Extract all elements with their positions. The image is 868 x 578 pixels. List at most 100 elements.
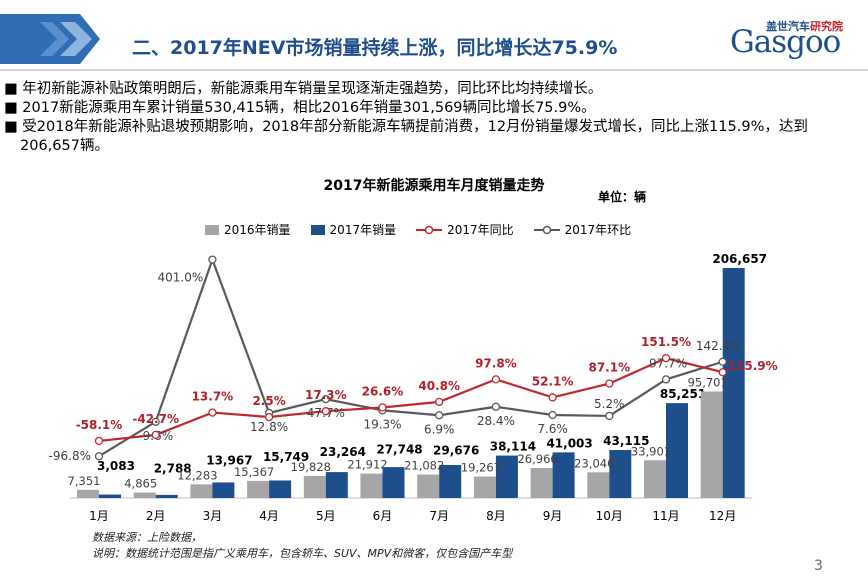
x-tick-label: 9月 <box>543 509 563 523</box>
bar-label-2017: 38,114 <box>490 440 536 454</box>
bar-2016 <box>587 472 610 498</box>
line-label-mom: 7.6% <box>537 422 568 436</box>
line-label-yoy: 87.1% <box>588 361 630 375</box>
point-mom <box>548 410 557 420</box>
point-mom <box>491 402 501 411</box>
point-mom <box>718 357 727 366</box>
x-tick-label: 8月 <box>486 509 506 523</box>
point-yoy <box>94 436 104 446</box>
point-mom <box>151 417 160 426</box>
point-mom <box>208 255 217 264</box>
line-label-mom: 142.4% <box>696 339 742 353</box>
legend-yoy: 2017年同比 <box>416 221 514 238</box>
bar-label-2017: 29,676 <box>433 444 479 458</box>
bar-2016 <box>360 473 383 498</box>
legend-label: 2017年环比 <box>564 223 632 237</box>
line-label-mom: 97.7% <box>649 356 687 370</box>
legend: 2016年销量 2017年销量 2017年同比 2017年环比 <box>205 221 631 238</box>
chevron-icon <box>0 14 100 64</box>
bar-2017 <box>212 482 235 498</box>
bar-label-2017: 85,251 <box>660 387 706 401</box>
line-label-yoy: 151.5% <box>641 335 691 349</box>
x-tick-label: 3月 <box>203 509 223 523</box>
footnote: 数据来源：上险数据， 说明：数据统计范围是指广义乘用车，包含轿车、SUV、MPV… <box>92 530 512 562</box>
bar-2017 <box>325 472 348 498</box>
bar-2016 <box>303 475 326 498</box>
bar-2016 <box>644 460 666 498</box>
bar-2017 <box>495 455 518 498</box>
bar-label-2016: 19,828 <box>291 460 331 474</box>
point-mom <box>605 411 614 421</box>
gasgoo-logo: 盖世汽车研究院 Gasgoo <box>722 18 862 62</box>
point-yoy <box>321 407 330 416</box>
bar-2017 <box>666 403 688 498</box>
line-label-yoy: 115.9% <box>728 359 778 373</box>
x-tick-label: 4月 <box>259 509 279 523</box>
point-mom <box>661 375 671 384</box>
bar-2017 <box>609 450 632 498</box>
point-yoy <box>151 430 160 440</box>
bar-label-2017: 23,264 <box>320 445 366 459</box>
line-label-yoy: -58.1% <box>76 418 123 432</box>
chart-title: 2017年新能源乘用车月度销量走势 <box>323 178 545 194</box>
x-tick-label: 10月 <box>596 509 623 523</box>
bar-label-2016: 33,901 <box>631 444 671 458</box>
bullet: ■ 年初新能源补贴政策明朗后，新能源乘用车销量呈现逐渐走强趋势，同比环比均持续增… <box>4 81 603 97</box>
point-yoy <box>491 375 501 384</box>
line-label-mom: -96.8% <box>49 449 91 463</box>
point-yoy <box>661 354 671 363</box>
bar-label-2016: 26,966 <box>517 452 557 466</box>
footnote-note: 说明：数据统计范围是指广义乘用车，包含轿车、SUV、MPV和微客，仅包含国产车型 <box>92 547 513 560</box>
bar-2016 <box>417 474 440 498</box>
point-mom <box>435 411 444 420</box>
point-yoy <box>264 412 274 422</box>
line-label-mom: 28.4% <box>477 414 515 428</box>
bullet-list: ■ 年初新能源补贴政策明朗后，新能源乘用车销量呈现逐渐走强趋势，同比环比均持续增… <box>4 80 854 156</box>
bar-2017 <box>382 467 405 498</box>
line-yoy <box>98 356 723 443</box>
bar-2016 <box>133 492 156 498</box>
logo-cn-b: 研究院 <box>810 20 843 33</box>
x-tick-label: 1月 <box>89 509 109 523</box>
x-tick-label: 5月 <box>316 509 336 523</box>
bar-label-2016: 95,701 <box>688 375 728 389</box>
bar-2017 <box>722 268 745 498</box>
bullet: ■ 受2018年新能源补贴退坡预期影响，2018年部分新能源车辆提前消费，12月… <box>4 119 808 154</box>
bar-2017 <box>269 480 292 498</box>
chart-unit: 单位：辆 <box>598 190 647 204</box>
point-yoy <box>605 379 614 388</box>
bar-label-2016: 7,351 <box>68 474 101 488</box>
line-label-mom: 5.2% <box>594 397 625 411</box>
line-label-mom: 6.9% <box>424 422 455 436</box>
legend-label: 2016年销量 <box>224 223 291 237</box>
line-label-mom: 401.0% <box>158 271 204 285</box>
bar-label-2017: 3,083 <box>97 459 135 473</box>
bar-label-2017: 27,748 <box>376 443 422 457</box>
line-label-yoy: -42.7% <box>132 412 179 426</box>
point-yoy <box>208 408 217 417</box>
line-label-yoy: 17.3% <box>305 388 347 402</box>
bar-label-2016: 15,367 <box>234 465 274 479</box>
point-yoy <box>378 403 387 412</box>
line-label-mom: 12.8% <box>250 420 288 434</box>
line-label-yoy: 2.5% <box>252 394 285 408</box>
bar-label-2017: 43,115 <box>603 434 649 448</box>
bar-2016 <box>247 480 270 498</box>
bar-label-2016: 12,283 <box>177 468 217 482</box>
bar-2016 <box>473 476 496 498</box>
bar-2017 <box>552 452 575 498</box>
legend-label: 2017年销量 <box>329 223 397 237</box>
line-label-yoy: 97.8% <box>475 356 517 370</box>
bullet: ■ 2017新能源乘用车累计销量530,415辆，相比2016年销量301,56… <box>4 100 596 116</box>
bar-label-2017: 15,749 <box>263 450 309 464</box>
bar-label-2017: 2,788 <box>154 462 192 476</box>
point-mom <box>94 452 104 461</box>
divider <box>0 69 868 71</box>
point-yoy <box>548 393 557 402</box>
bar-2016 <box>700 391 723 498</box>
legend-label: 2017年同比 <box>447 223 514 237</box>
x-tick-label: 2月 <box>146 509 166 523</box>
legend-2017: 2017年销量 <box>310 221 397 238</box>
legend-mom: 2017年环比 <box>533 221 632 238</box>
x-tick-label: 7月 <box>429 509 449 523</box>
